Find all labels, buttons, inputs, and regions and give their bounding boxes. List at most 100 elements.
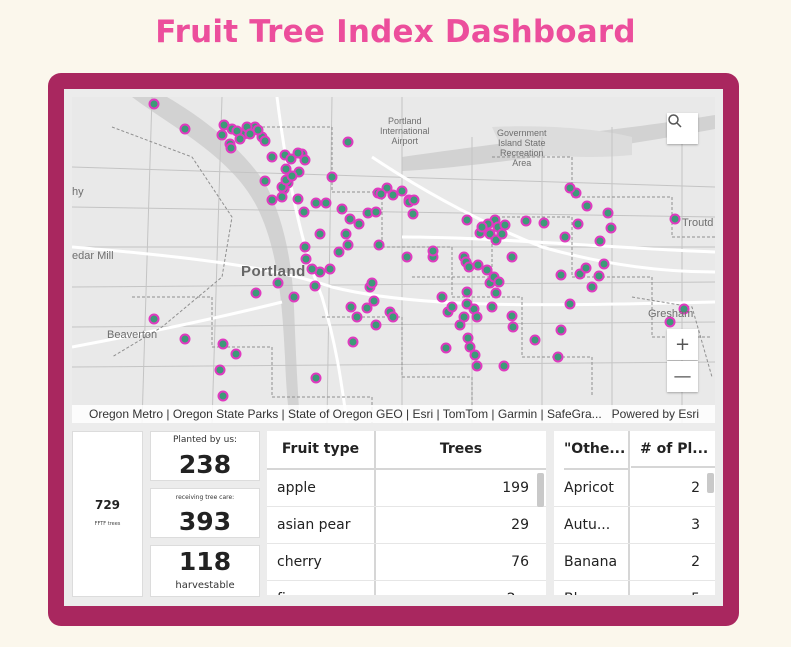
tree-marker[interactable] bbox=[286, 170, 298, 182]
tree-marker[interactable] bbox=[342, 239, 354, 251]
table-row[interactable]: cherry 76 bbox=[267, 544, 546, 581]
tree-marker[interactable] bbox=[214, 364, 226, 376]
powered-by-esri[interactable]: Powered by Esri bbox=[611, 407, 699, 421]
tree-marker[interactable] bbox=[225, 142, 237, 154]
tree-marker[interactable] bbox=[266, 151, 278, 163]
tree-marker[interactable] bbox=[361, 302, 373, 314]
tree-marker[interactable] bbox=[230, 348, 242, 360]
tree-marker[interactable] bbox=[309, 280, 321, 292]
tree-marker[interactable] bbox=[368, 295, 380, 307]
tree-marker[interactable] bbox=[602, 207, 614, 219]
tree-marker[interactable] bbox=[481, 264, 493, 276]
zoom-in-button[interactable]: + bbox=[667, 329, 698, 360]
tree-marker[interactable] bbox=[461, 214, 473, 226]
table-row[interactable]: apple 199 bbox=[267, 470, 546, 507]
tree-marker[interactable] bbox=[353, 218, 365, 230]
tree-marker[interactable] bbox=[276, 191, 288, 203]
tree-marker[interactable] bbox=[472, 259, 484, 271]
other-type-header[interactable]: "Othe... bbox=[564, 431, 628, 470]
tree-marker[interactable] bbox=[555, 324, 567, 336]
tree-marker[interactable] bbox=[179, 123, 191, 135]
map-attribution[interactable]: Oregon Metro | Oregon State Parks | Stat… bbox=[89, 407, 602, 421]
tree-marker[interactable] bbox=[471, 360, 483, 372]
table-row[interactable]: Autu... 3 bbox=[554, 507, 715, 544]
tree-marker[interactable] bbox=[499, 219, 511, 231]
tree-marker[interactable] bbox=[344, 213, 356, 225]
tree-marker[interactable] bbox=[370, 206, 382, 218]
tree-marker[interactable] bbox=[217, 390, 229, 402]
tree-marker[interactable] bbox=[148, 313, 160, 325]
tree-marker[interactable] bbox=[320, 197, 332, 209]
tree-marker[interactable] bbox=[259, 175, 271, 187]
tree-marker[interactable] bbox=[586, 281, 598, 293]
fruit-type-table[interactable]: Fruit type Trees apple 199 asian pear 29 che… bbox=[267, 431, 546, 595]
tree-marker[interactable] bbox=[373, 239, 385, 251]
tree-marker[interactable] bbox=[216, 129, 228, 141]
tree-marker[interactable] bbox=[179, 333, 191, 345]
tree-marker[interactable] bbox=[454, 319, 466, 331]
tree-marker[interactable] bbox=[342, 136, 354, 148]
tree-marker[interactable] bbox=[333, 246, 345, 258]
tree-marker[interactable] bbox=[461, 286, 473, 298]
tree-marker[interactable] bbox=[266, 194, 278, 206]
table-row[interactable]: Bl... 5 bbox=[554, 581, 715, 595]
tree-marker[interactable] bbox=[407, 208, 419, 220]
tree-marker[interactable] bbox=[471, 311, 483, 323]
tree-marker[interactable] bbox=[310, 372, 322, 384]
tree-marker[interactable] bbox=[306, 263, 318, 275]
tree-marker[interactable] bbox=[288, 291, 300, 303]
tree-marker[interactable] bbox=[593, 270, 605, 282]
tree-marker[interactable] bbox=[292, 193, 304, 205]
tree-marker[interactable] bbox=[520, 215, 532, 227]
tree-marker[interactable] bbox=[463, 261, 475, 273]
tree-marker[interactable] bbox=[148, 98, 160, 110]
tree-marker[interactable] bbox=[496, 228, 508, 240]
tree-marker[interactable] bbox=[285, 153, 297, 165]
other-fruit-table[interactable]: "Othe... # of Pl... Apricot 2 Autu... 3 Bana… bbox=[554, 431, 715, 595]
tree-marker[interactable] bbox=[292, 147, 304, 159]
tree-marker[interactable] bbox=[598, 258, 610, 270]
tree-marker[interactable] bbox=[572, 218, 584, 230]
tree-marker[interactable] bbox=[555, 269, 567, 281]
tree-marker[interactable] bbox=[427, 245, 439, 257]
tree-marker[interactable] bbox=[387, 189, 399, 201]
tree-marker[interactable] bbox=[605, 222, 617, 234]
tree-marker[interactable] bbox=[300, 253, 312, 265]
tree-marker[interactable] bbox=[345, 301, 357, 313]
tree-marker[interactable] bbox=[580, 262, 592, 274]
tree-marker[interactable] bbox=[552, 351, 564, 363]
tree-marker[interactable] bbox=[594, 235, 606, 247]
tree-marker[interactable] bbox=[559, 231, 571, 243]
tree-marker[interactable] bbox=[469, 349, 481, 361]
table-row[interactable]: Apricot 2 bbox=[554, 470, 715, 507]
tree-marker[interactable] bbox=[375, 188, 387, 200]
tree-marker[interactable] bbox=[461, 298, 473, 310]
tree-marker[interactable] bbox=[486, 301, 498, 313]
tree-marker[interactable] bbox=[401, 251, 413, 263]
tree-marker[interactable] bbox=[538, 217, 550, 229]
tree-marker[interactable] bbox=[370, 319, 382, 331]
tree-marker[interactable] bbox=[529, 334, 541, 346]
tree-marker[interactable] bbox=[490, 287, 502, 299]
tree-marker[interactable] bbox=[678, 303, 690, 315]
tree-marker[interactable] bbox=[234, 133, 246, 145]
tree-marker[interactable] bbox=[280, 163, 292, 175]
tree-marker[interactable] bbox=[506, 310, 518, 322]
tree-marker[interactable] bbox=[396, 185, 408, 197]
tree-marker[interactable] bbox=[217, 338, 229, 350]
map-search-button[interactable] bbox=[667, 113, 698, 144]
table-row[interactable]: Banana 2 bbox=[554, 544, 715, 581]
table-row[interactable]: asian pear 29 bbox=[267, 507, 546, 544]
tree-marker[interactable] bbox=[336, 203, 348, 215]
map-view[interactable]: Portland Portland International Airport … bbox=[72, 97, 715, 423]
plants-count-header[interactable]: # of Pl... bbox=[631, 431, 715, 468]
tree-marker[interactable] bbox=[507, 321, 519, 333]
tree-marker[interactable] bbox=[387, 311, 399, 323]
tree-marker[interactable] bbox=[259, 135, 271, 147]
tree-marker[interactable] bbox=[462, 332, 474, 344]
tree-marker[interactable] bbox=[366, 277, 378, 289]
tree-marker[interactable] bbox=[340, 228, 352, 240]
tree-marker[interactable] bbox=[347, 336, 359, 348]
tree-marker[interactable] bbox=[351, 311, 363, 323]
tree-marker[interactable] bbox=[244, 128, 256, 140]
